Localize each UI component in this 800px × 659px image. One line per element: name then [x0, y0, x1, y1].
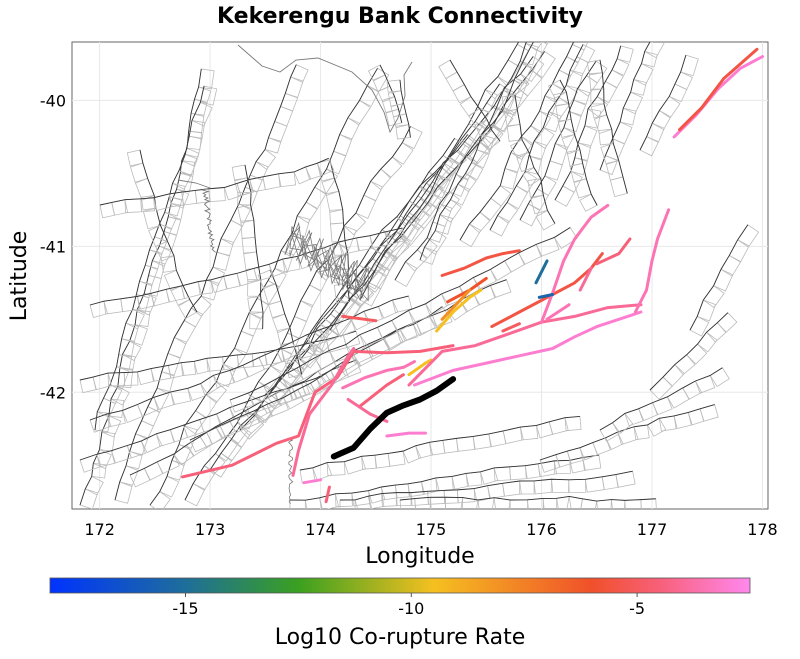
background-fault-trace	[359, 42, 520, 301]
x-tick-label: 178	[747, 520, 778, 539]
connected-fault-23	[578, 266, 593, 292]
background-fault-trace	[114, 64, 297, 501]
background-fault-trace	[299, 415, 580, 471]
background-fault-trace	[89, 227, 403, 306]
y-tick-label: -40	[40, 91, 66, 110]
background-fault-trace	[599, 59, 628, 194]
connected-fault-21	[534, 259, 549, 285]
fault-section-box	[644, 42, 666, 59]
connected-fault-6	[407, 358, 433, 377]
colorbar	[49, 577, 751, 594]
connected-fault-13	[540, 203, 610, 324]
y-axis-label: Latitude	[7, 231, 32, 322]
connected-fault-2	[341, 314, 378, 323]
background-fault-trace	[94, 85, 205, 431]
colorbar-tick-label: -15	[172, 599, 198, 618]
colorbar-label: Log10 Co-rupture Rate	[275, 625, 526, 650]
connected-fault-8	[324, 485, 331, 504]
target-fault-kekerengu-bank	[330, 376, 457, 460]
connected-fault-4	[357, 373, 405, 409]
x-tick-label: 175	[416, 520, 447, 539]
y-tick-label: -42	[40, 383, 66, 402]
fault-section-box	[516, 42, 535, 52]
background-fault-trace	[519, 60, 597, 221]
background-fault-trace	[289, 454, 599, 501]
background-fault-trace	[639, 55, 687, 151]
connected-fault-0	[181, 344, 455, 479]
connected-fault-22	[537, 293, 555, 299]
x-tick-label: 176	[526, 520, 557, 539]
y-axis-ticks: -40 -41 -42	[40, 91, 66, 402]
background-fault-trace	[649, 312, 729, 391]
connected-fault-26	[545, 303, 571, 321]
x-tick-label: 172	[84, 520, 115, 539]
coastline-south	[287, 439, 294, 505]
connected-fault-1	[291, 347, 356, 477]
connected-fault-20	[435, 288, 483, 333]
background-fault-trace	[394, 42, 528, 281]
y-tick-label: -41	[40, 237, 66, 256]
connected-fault-7	[302, 478, 323, 485]
background-fault-trace	[514, 94, 556, 224]
chart-title: Kekerengu Bank Connectivity	[217, 4, 583, 29]
connected-fault-25	[501, 322, 521, 333]
connected-fault-3	[341, 360, 416, 390]
x-tick-label: 177	[637, 520, 668, 539]
colorbar-ticks: -15 -10 -5	[172, 593, 645, 618]
connected-fault-17	[440, 249, 521, 277]
colorbar-tick-label: -10	[398, 599, 424, 618]
target-fault-layer	[330, 376, 457, 460]
background-fault-trace	[459, 42, 575, 241]
background-fault-trace	[419, 42, 534, 261]
connected-fault-11	[407, 303, 643, 387]
x-tick-label: 173	[195, 520, 226, 539]
connected-fault-16	[678, 47, 759, 132]
connected-fault-12	[490, 252, 604, 329]
background-fault-trace	[599, 367, 723, 431]
coastline-north	[177, 44, 413, 253]
background-fault-trace	[89, 295, 409, 421]
background-fault-trace	[269, 269, 303, 375]
connected-fault-9	[385, 431, 427, 438]
background-fault-trace	[689, 224, 749, 331]
connected-fault-14	[633, 208, 671, 314]
background-fault-trace	[399, 79, 411, 138]
background-fault-trace	[229, 227, 571, 401]
connected-fault-24	[595, 237, 632, 266]
background-fault-trace	[299, 56, 534, 361]
coastline-sounds	[284, 221, 369, 302]
background-fault-trace	[184, 126, 411, 501]
background-fault-trace	[139, 149, 198, 313]
x-axis-ticks: 172 173 174 175 176 177 178	[84, 520, 777, 539]
background-fault-trace	[244, 164, 264, 329]
coastline	[177, 44, 413, 505]
x-tick-label: 174	[305, 520, 336, 539]
fault-section-box	[571, 42, 589, 51]
connected-fault-10	[413, 310, 643, 387]
background-fault-trace	[149, 68, 378, 506]
connected-fault-19	[440, 288, 472, 321]
background-fault-trace	[339, 470, 633, 501]
plot-area	[71, 41, 769, 510]
x-axis-label: Longitude	[365, 544, 474, 569]
background-fault-trace	[559, 79, 598, 206]
background-fault-trace	[79, 359, 357, 461]
background-fault-trace	[99, 157, 329, 206]
background-fault-trace	[264, 83, 500, 396]
background-fault-trace	[399, 495, 656, 502]
connected-faults	[181, 47, 764, 504]
colorbar-tick-label: -5	[629, 599, 645, 618]
background-fault-trace	[554, 45, 622, 201]
background-fault-trace	[449, 59, 501, 142]
background-fault-trace	[489, 44, 584, 231]
background-fault-trace	[599, 42, 651, 171]
